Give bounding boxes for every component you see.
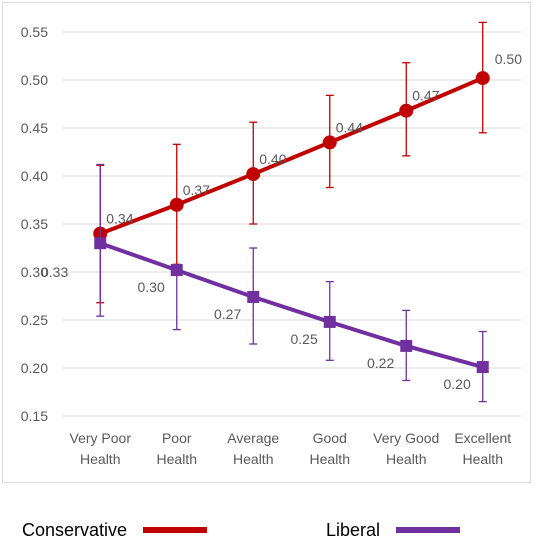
y-tick-label: 0.35 <box>21 216 48 232</box>
y-tick-label: 0.40 <box>21 168 48 184</box>
data-label: 0.40 <box>259 151 286 167</box>
data-label: 0.33 <box>41 264 68 280</box>
data-label: 0.50 <box>495 51 522 67</box>
data-label: 0.37 <box>183 182 210 198</box>
data-point <box>476 361 489 374</box>
data-point <box>170 264 183 277</box>
x-tick-label: Very Poor Health <box>70 430 132 467</box>
data-point <box>323 315 336 328</box>
legend-label-conservative: Conservative <box>22 519 128 540</box>
legend: Conservative Liberal <box>0 515 535 545</box>
data-point <box>475 71 490 86</box>
legend-swatch-liberal <box>396 527 461 533</box>
data-point <box>169 197 184 212</box>
x-tick-label: Very Good Health <box>373 430 439 467</box>
x-tick-label: Average Health <box>227 430 279 467</box>
x-tick-label: Poor Health <box>157 430 197 467</box>
y-tick-label: 0.20 <box>21 360 48 376</box>
legend-label-liberal: Liberal <box>326 519 381 540</box>
y-tick-label: 0.30 <box>21 264 48 280</box>
chart-area <box>2 2 531 483</box>
data-point <box>94 237 107 250</box>
data-point <box>399 103 414 118</box>
data-label: 0.27 <box>214 306 241 322</box>
data-label: 0.30 <box>138 279 165 295</box>
x-tick-label: Good Health <box>310 430 350 467</box>
y-tick-label: 0.45 <box>21 120 48 136</box>
y-tick-label: 0.15 <box>21 408 48 424</box>
data-point <box>400 339 413 352</box>
data-label: 0.47 <box>412 88 439 104</box>
data-point <box>322 135 337 150</box>
line-chart: 0.15 0.20 0.25 0.30 0.35 0.40 0.45 0.50 0.55 Very… <box>21 21 522 467</box>
y-tick-label: 0.50 <box>21 72 48 88</box>
data-label: 0.22 <box>367 355 394 371</box>
data-point <box>247 290 260 303</box>
data-point <box>246 167 261 182</box>
y-tick-label: 0.25 <box>21 312 48 328</box>
series-line <box>99 241 484 369</box>
series-line <box>99 76 484 236</box>
data-label: 0.20 <box>444 376 471 392</box>
data-label: 0.25 <box>291 331 318 347</box>
legend-swatch-conservative <box>143 527 208 533</box>
legend-item-liberal: Liberal <box>326 515 461 545</box>
y-tick-label: 0.55 <box>21 24 48 40</box>
data-label: 0.34 <box>106 211 133 227</box>
legend-item-conservative: Conservative <box>22 515 208 545</box>
data-label: 0.44 <box>336 119 363 135</box>
x-tick-label: Excellent Health <box>454 430 511 467</box>
